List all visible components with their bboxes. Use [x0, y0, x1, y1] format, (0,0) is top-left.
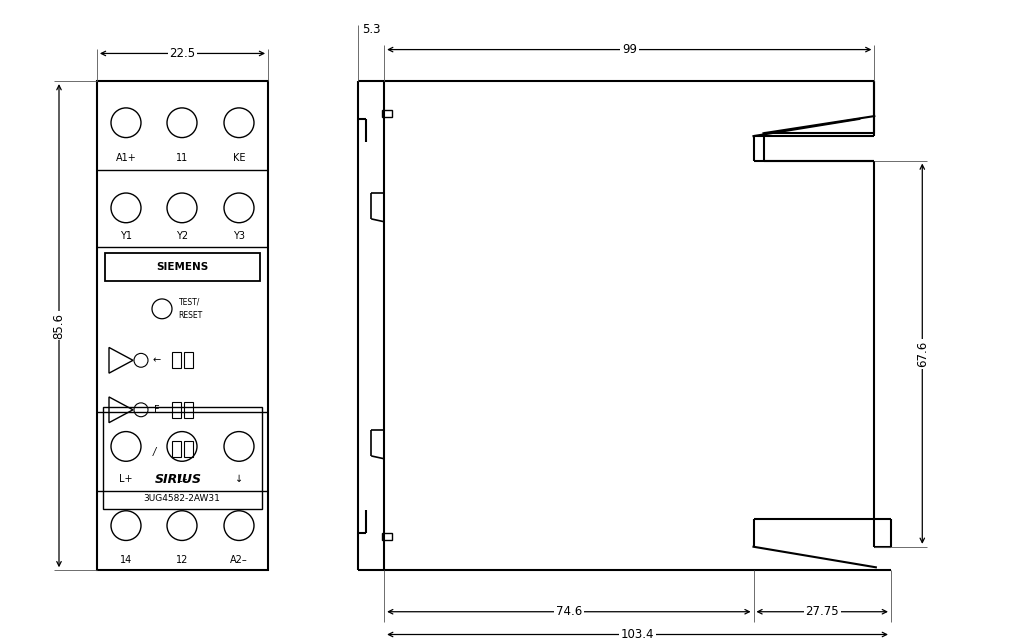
Text: Y2: Y2: [176, 231, 188, 240]
Text: F: F: [154, 405, 159, 415]
Text: 11: 11: [176, 153, 188, 163]
Text: 67.6: 67.6: [916, 340, 929, 367]
Text: L+: L+: [119, 474, 133, 484]
Text: 74.6: 74.6: [556, 605, 582, 618]
Text: SIRIUS: SIRIUS: [154, 472, 202, 486]
Text: 85.6: 85.6: [52, 313, 66, 338]
Text: KE: KE: [233, 153, 245, 163]
Text: SIEMENS: SIEMENS: [155, 262, 208, 272]
Bar: [172, 402, 181, 418]
Bar: [105, 253, 260, 281]
Text: 3UG4582-2AW31: 3UG4582-2AW31: [143, 494, 220, 503]
Text: 14: 14: [120, 555, 132, 565]
Text: A2–: A2–: [230, 555, 248, 565]
Text: Y1: Y1: [120, 231, 132, 240]
Bar: [382, 110, 393, 117]
Text: 5.3: 5.3: [362, 23, 380, 37]
Bar: [97, 81, 268, 570]
Text: 12: 12: [176, 555, 189, 565]
Text: /: /: [152, 447, 155, 458]
Text: 103.4: 103.4: [621, 628, 654, 641]
Text: 27.75: 27.75: [805, 605, 839, 618]
Text: ←: ←: [153, 355, 161, 365]
Text: Y3: Y3: [233, 231, 245, 240]
Bar: [172, 353, 181, 368]
Text: TEST/: TEST/: [180, 297, 201, 306]
Text: 99: 99: [622, 43, 637, 56]
Text: ↓: ↓: [235, 474, 243, 484]
Bar: [184, 353, 193, 368]
Bar: [103, 407, 262, 509]
Bar: [172, 442, 181, 457]
Bar: [184, 442, 193, 457]
Text: A1+: A1+: [116, 153, 136, 163]
Text: 22.5: 22.5: [170, 47, 196, 60]
Text: RESET: RESET: [178, 312, 202, 320]
Bar: [382, 533, 393, 540]
Text: L–: L–: [177, 474, 188, 484]
Bar: [184, 402, 193, 418]
